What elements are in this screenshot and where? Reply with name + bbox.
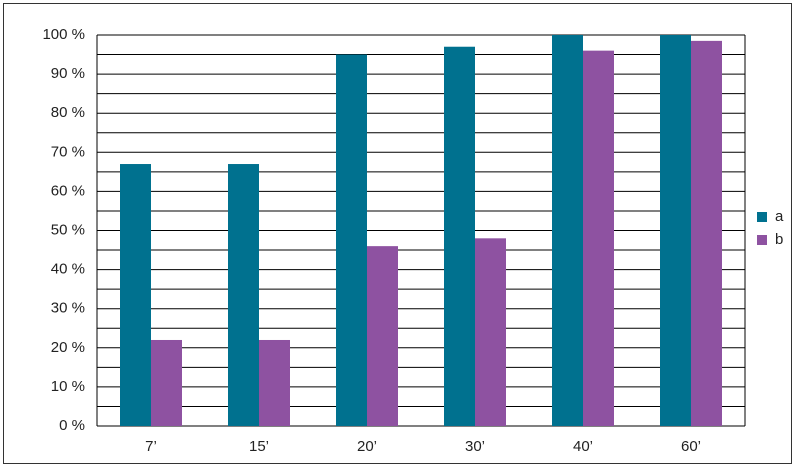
- y-tick-label: 90 %: [51, 65, 85, 82]
- legend-label: a: [775, 208, 784, 225]
- x-tick-label: 40’: [573, 438, 593, 455]
- x-tick-label: 30’: [465, 438, 485, 455]
- legend-swatch: [757, 212, 767, 222]
- bar: [444, 46, 475, 426]
- bar: [259, 339, 290, 426]
- frame: [3, 3, 792, 464]
- bar: [120, 164, 151, 426]
- y-tick-label: 60 %: [51, 182, 85, 199]
- x-tick-label: 20’: [357, 438, 377, 455]
- bar: [660, 35, 691, 426]
- bar: [691, 40, 722, 427]
- y-tick-label: 10 %: [51, 378, 85, 395]
- y-tick-label: 40 %: [51, 261, 85, 278]
- legend-label: b: [775, 231, 783, 248]
- y-tick-label: 80 %: [51, 104, 85, 121]
- bar: [367, 246, 398, 426]
- bar: [228, 164, 259, 426]
- x-tick-label: 60’: [681, 438, 701, 455]
- y-tick-label: 100 %: [42, 26, 85, 43]
- bar: [336, 54, 367, 427]
- y-tick-label: 20 %: [51, 339, 85, 356]
- y-tick-label: 70 %: [51, 143, 85, 160]
- y-tick-label: 0 %: [59, 417, 85, 434]
- x-tick-label: 15’: [249, 438, 269, 455]
- bar: [151, 339, 182, 426]
- y-tick-label: 50 %: [51, 221, 85, 238]
- legend-swatch: [757, 235, 767, 245]
- bar: [552, 35, 583, 426]
- bar: [475, 238, 506, 426]
- x-tick-label: 7’: [145, 438, 157, 455]
- y-tick-label: 30 %: [51, 300, 85, 317]
- bar: [583, 50, 614, 426]
